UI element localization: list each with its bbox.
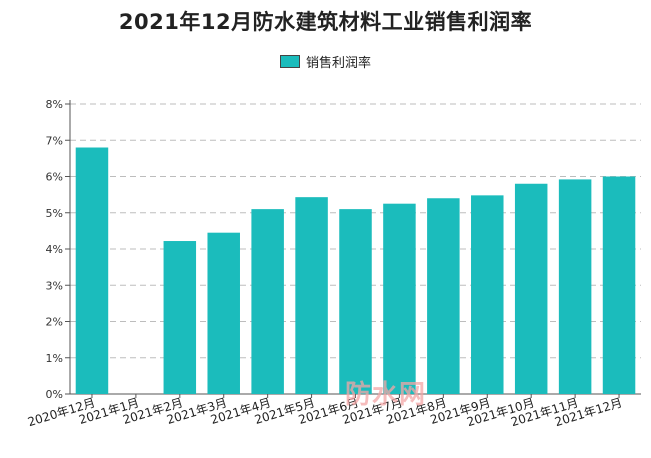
legend: 销售利润率: [0, 52, 651, 71]
bar: [75, 147, 109, 394]
watermark-logo: 防水网: [345, 380, 427, 410]
y-tick-label: 0%: [46, 388, 63, 401]
y-tick-label: 2%: [46, 316, 63, 329]
legend-swatch: [279, 55, 300, 68]
y-tick-label: 1%: [46, 352, 63, 365]
y-tick-label: 5%: [46, 207, 63, 220]
bar: [207, 232, 240, 394]
bar: [558, 179, 592, 394]
bar: [602, 176, 636, 394]
bar: [427, 198, 460, 394]
y-tick-label: 6%: [46, 171, 63, 184]
bar: [514, 183, 548, 394]
chart-title: 2021年12月防水建筑材料工业销售利润率: [118, 10, 533, 34]
y-tick-label: 4%: [46, 243, 63, 256]
y-tick-label: 3%: [46, 279, 63, 292]
bar: [383, 203, 416, 394]
bar: [295, 197, 328, 394]
bar: [251, 209, 284, 394]
y-tick-label: 7%: [46, 134, 63, 147]
bar: [339, 209, 372, 394]
y-tick-label: 8%: [46, 98, 63, 111]
bar: [471, 195, 504, 394]
legend-label: 销售利润率: [305, 56, 371, 71]
bar: [163, 241, 197, 394]
